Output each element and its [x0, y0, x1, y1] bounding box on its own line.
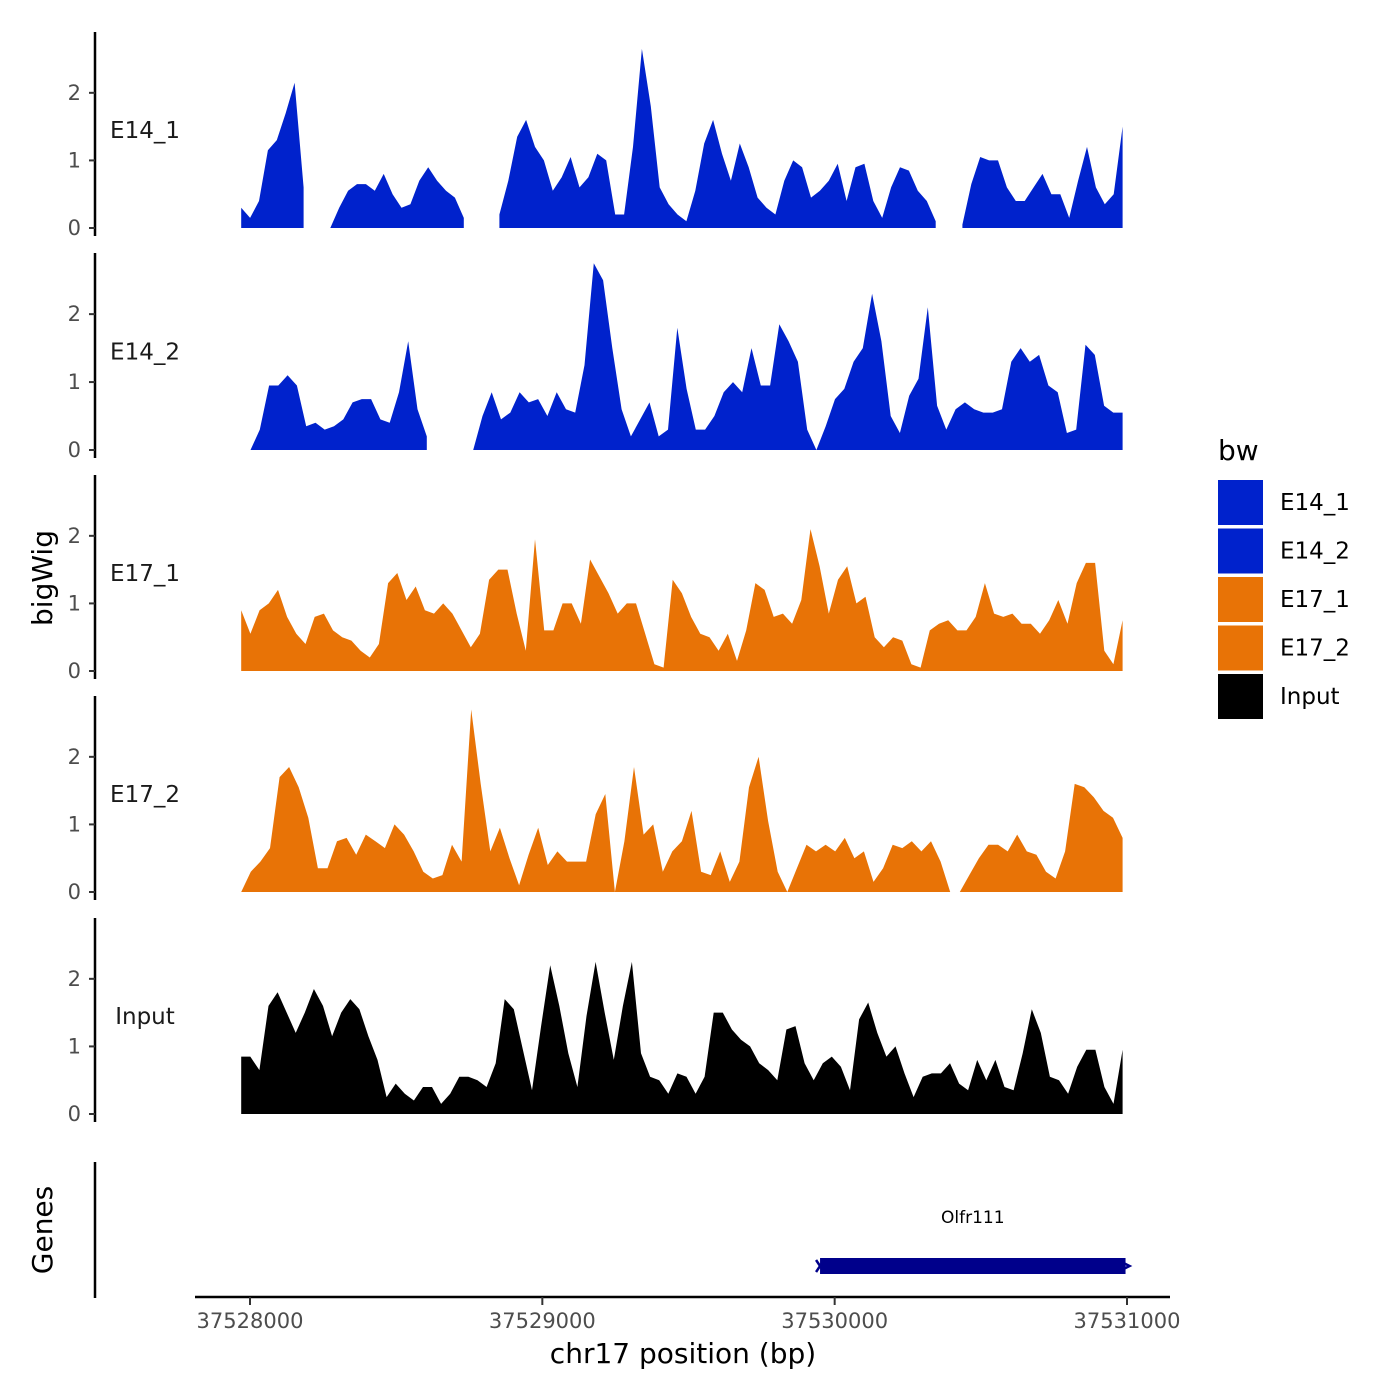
signal-area [241, 961, 1123, 1114]
legend-item: E17_1 [1218, 577, 1350, 622]
signal-area [962, 126, 1123, 228]
legend-item: E14_2 [1218, 528, 1350, 574]
signal-tracks: 0 1 2 E14_1 0 1 2 E14_2 0 1 2 E17_1 0 1 2 E17_2 0 1 2 Input [68, 32, 1123, 1126]
signal-area [499, 48, 936, 229]
signal-area [241, 82, 304, 228]
gene-label: Olfr111 [941, 1208, 1005, 1228]
track-label: E14_2 [110, 340, 180, 366]
legend-label: E14_2 [1280, 539, 1350, 565]
signal-area [241, 341, 427, 450]
y-tick-label: 0 [68, 216, 81, 240]
y-tick-label: 1 [68, 1034, 81, 1058]
y-tick-label: 1 [68, 812, 81, 836]
signal-area [463, 263, 1123, 450]
legend-label: E17_1 [1280, 587, 1350, 613]
track-e17-2: 0 1 2 E17_2 [68, 696, 1123, 904]
legend-swatch [1218, 625, 1263, 671]
strand-marker [1120, 1260, 1133, 1272]
y-tick-label: 0 [68, 438, 81, 462]
track-label: E17_1 [110, 561, 180, 587]
y-tick-label: 2 [68, 524, 81, 548]
y-tick-label: 2 [68, 81, 81, 105]
legend-item: Input [1218, 674, 1340, 719]
y-tick-label: 1 [68, 370, 81, 394]
x-tick-label: 37529000 [489, 1309, 596, 1333]
legend-item: E14_1 [1218, 480, 1350, 525]
track-e14-1: 0 1 2 E14_1 [68, 32, 1123, 240]
genes-track: Olfr111 [93, 1162, 1133, 1298]
y-tick-label: 1 [68, 591, 81, 615]
signal-area [241, 529, 1123, 671]
legend-item: E17_2 [1218, 625, 1350, 671]
legend-label: E17_2 [1280, 636, 1350, 662]
y-tick-label: 1 [68, 148, 81, 172]
gene-olfr111: Olfr111 [815, 1208, 1133, 1274]
genes-axis-title: Genes [26, 1186, 59, 1274]
gene-body [820, 1258, 1126, 1274]
signal-area [241, 709, 1123, 892]
y-tick-label: 2 [68, 967, 81, 991]
y-axis-title: bigWig [26, 530, 59, 626]
legend-swatch [1218, 674, 1263, 719]
x-tick-label: 37531000 [1074, 1309, 1181, 1333]
y-tick-label: 0 [68, 1102, 81, 1126]
y-tick-label: 2 [68, 302, 81, 326]
x-tick-label: 37528000 [197, 1309, 304, 1333]
track-label: E14_1 [110, 118, 180, 144]
legend-swatch [1218, 577, 1263, 622]
y-tick-label: 2 [68, 745, 81, 769]
track-e17-1: 0 1 2 E17_1 [68, 475, 1123, 683]
y-tick-label: 0 [68, 659, 81, 683]
legend-label: Input [1280, 684, 1340, 710]
legend-swatch [1218, 480, 1263, 525]
y-tick-label: 0 [68, 880, 81, 904]
x-tick-label: 37530000 [781, 1309, 888, 1333]
track-e14-2: 0 1 2 E14_2 [68, 253, 1123, 462]
legend: bw E14_1 E14_2 E17_1 E17_2 Input [1218, 434, 1350, 719]
track-label: Input [115, 1004, 175, 1030]
strand-marker [815, 1259, 826, 1273]
legend-title: bw [1218, 434, 1259, 467]
track-input: 0 1 2 Input [68, 918, 1123, 1126]
legend-label: E14_1 [1280, 490, 1350, 516]
x-axis: 37528000 37529000 37530000 37531000 [195, 1295, 1181, 1333]
signal-area [330, 167, 464, 228]
legend-swatch [1218, 528, 1263, 574]
track-label: E17_2 [110, 782, 180, 808]
x-axis-title: chr17 position (bp) [550, 1337, 816, 1370]
